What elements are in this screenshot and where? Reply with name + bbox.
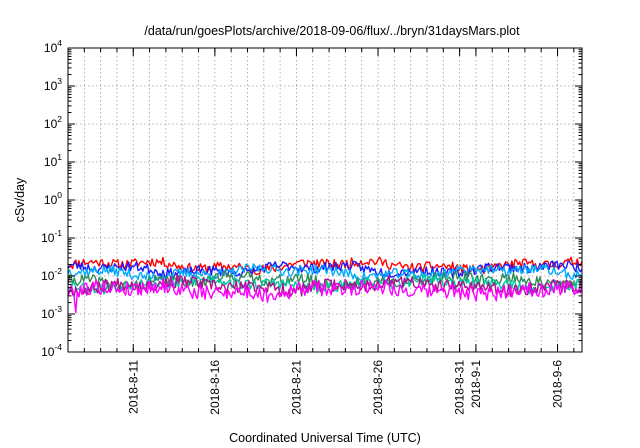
y-tick-label: 10-4: [41, 342, 62, 359]
x-axis-label: Coordinated Universal Time (UTC): [229, 431, 421, 445]
x-tick-label: 2018-8-26: [371, 360, 385, 415]
series-line-5: [67, 273, 583, 295]
y-axis: 10-4 10-3 10-2 10-1 100 101 102 103 104: [41, 38, 582, 359]
y-tick-label: 100: [44, 190, 62, 207]
y-tick-label: 101: [44, 152, 62, 169]
y-axis-label: cSv/day: [13, 177, 27, 222]
series-line-7: [67, 278, 583, 314]
y-tick-label: 10-3: [41, 304, 62, 321]
y-tick-label: 103: [44, 76, 62, 93]
x-tick-label: 2018-8-16: [208, 360, 222, 415]
x-axis: 2018-8-11 2018-8-16 2018-8-21 2018-8-26 2018…: [83, 48, 575, 415]
y-tick-label: 10-2: [41, 266, 62, 283]
x-tick-label: 2018-9-1: [469, 360, 483, 408]
x-tick-label: 2018-8-31: [453, 360, 467, 415]
series-line-3: [67, 263, 583, 282]
y-tick-label: 104: [44, 38, 62, 55]
x-tick-label: 2018-8-21: [289, 360, 303, 415]
x-tick-label: 2018-9-6: [551, 360, 565, 408]
x-tick-label: 2018-8-11: [126, 360, 140, 414]
series-group: [67, 256, 583, 314]
y-tick-label: 102: [44, 114, 62, 131]
y-tick-label: 10-1: [41, 228, 62, 245]
chart-title: /data/run/goesPlots/archive/2018-09-06/f…: [144, 24, 520, 38]
grid: [68, 48, 582, 352]
